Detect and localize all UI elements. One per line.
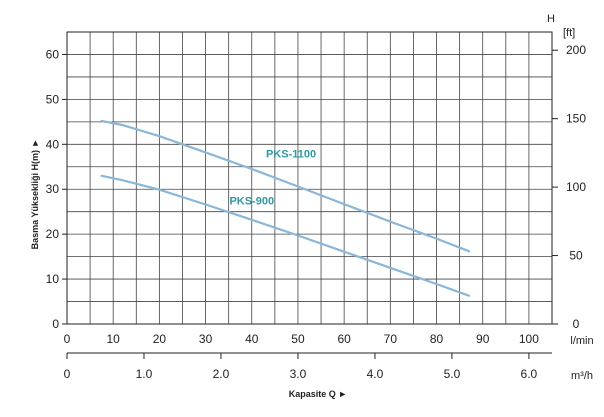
x-m3h-tick-label: 5.0 bbox=[444, 367, 461, 381]
x-m3h-tick-label: 2.0 bbox=[213, 367, 230, 381]
plot-frame bbox=[66, 31, 553, 325]
x-m3h-tick-label: 3.0 bbox=[290, 367, 307, 381]
x-lmin-unit: l/min bbox=[570, 335, 593, 347]
y-left-tick-label: 30 bbox=[46, 182, 60, 196]
y-left-tick-label: 20 bbox=[46, 227, 60, 241]
y-right-unit: [ft] bbox=[563, 27, 575, 39]
x-m3h-tick-label: 4.0 bbox=[367, 367, 384, 381]
y-right-tick-label: 50 bbox=[569, 249, 583, 263]
x-lmin-tick-label: 60 bbox=[337, 332, 351, 346]
x-lmin-tick-label: 40 bbox=[245, 332, 259, 346]
y-right-tick-label: 200 bbox=[566, 43, 586, 57]
x-lmin-tick-label: 50 bbox=[291, 332, 305, 346]
x-m3h-tick-label: 1.0 bbox=[136, 367, 153, 381]
y-right-tick-label: 100 bbox=[566, 180, 586, 194]
x-lmin-tick-label: 80 bbox=[430, 332, 444, 346]
series-line-pks-900 bbox=[100, 174, 470, 297]
x-lmin-tick-label: 90 bbox=[476, 332, 490, 346]
y-left-tick-label: 0 bbox=[52, 317, 59, 331]
y-left-tick-label: 10 bbox=[46, 272, 60, 286]
x-m3h-tick-label: 0 bbox=[64, 367, 71, 381]
x-lmin-tick-label: 100 bbox=[519, 332, 539, 346]
series-label-pks-900: PKS-900 bbox=[229, 195, 274, 207]
x-lmin-tick-label: 70 bbox=[384, 332, 398, 346]
series-label-pks-1100: PKS-1100 bbox=[266, 148, 316, 160]
x-lmin-tick-label: 10 bbox=[107, 332, 121, 346]
x-axis-title: Kapasite Q ► bbox=[289, 389, 347, 399]
y-right-tick-label: 0 bbox=[573, 317, 580, 331]
series-line-pks-1100 bbox=[100, 119, 470, 253]
x-lmin-tick-label: 0 bbox=[64, 332, 71, 346]
labels: PKS-1100 PKS-900 bbox=[229, 148, 316, 207]
x-m3h-tick-label: 6.0 bbox=[521, 367, 538, 381]
y-right-tick-label: 150 bbox=[566, 112, 586, 126]
y-right-axis-letter: H bbox=[547, 13, 555, 25]
x-m3h-unit: m³/h bbox=[571, 370, 593, 382]
x-lmin-tick-label: 20 bbox=[153, 332, 167, 346]
y-left-tick-label: 50 bbox=[46, 92, 60, 106]
grid bbox=[67, 32, 552, 324]
y-left-tick-label: 40 bbox=[46, 137, 60, 151]
y-axis-title: Basma Yüksekliği H(m) ► bbox=[30, 139, 40, 250]
y-left-tick-label: 60 bbox=[46, 47, 60, 61]
curves bbox=[100, 119, 470, 297]
x-lmin-tick-label: 30 bbox=[199, 332, 213, 346]
